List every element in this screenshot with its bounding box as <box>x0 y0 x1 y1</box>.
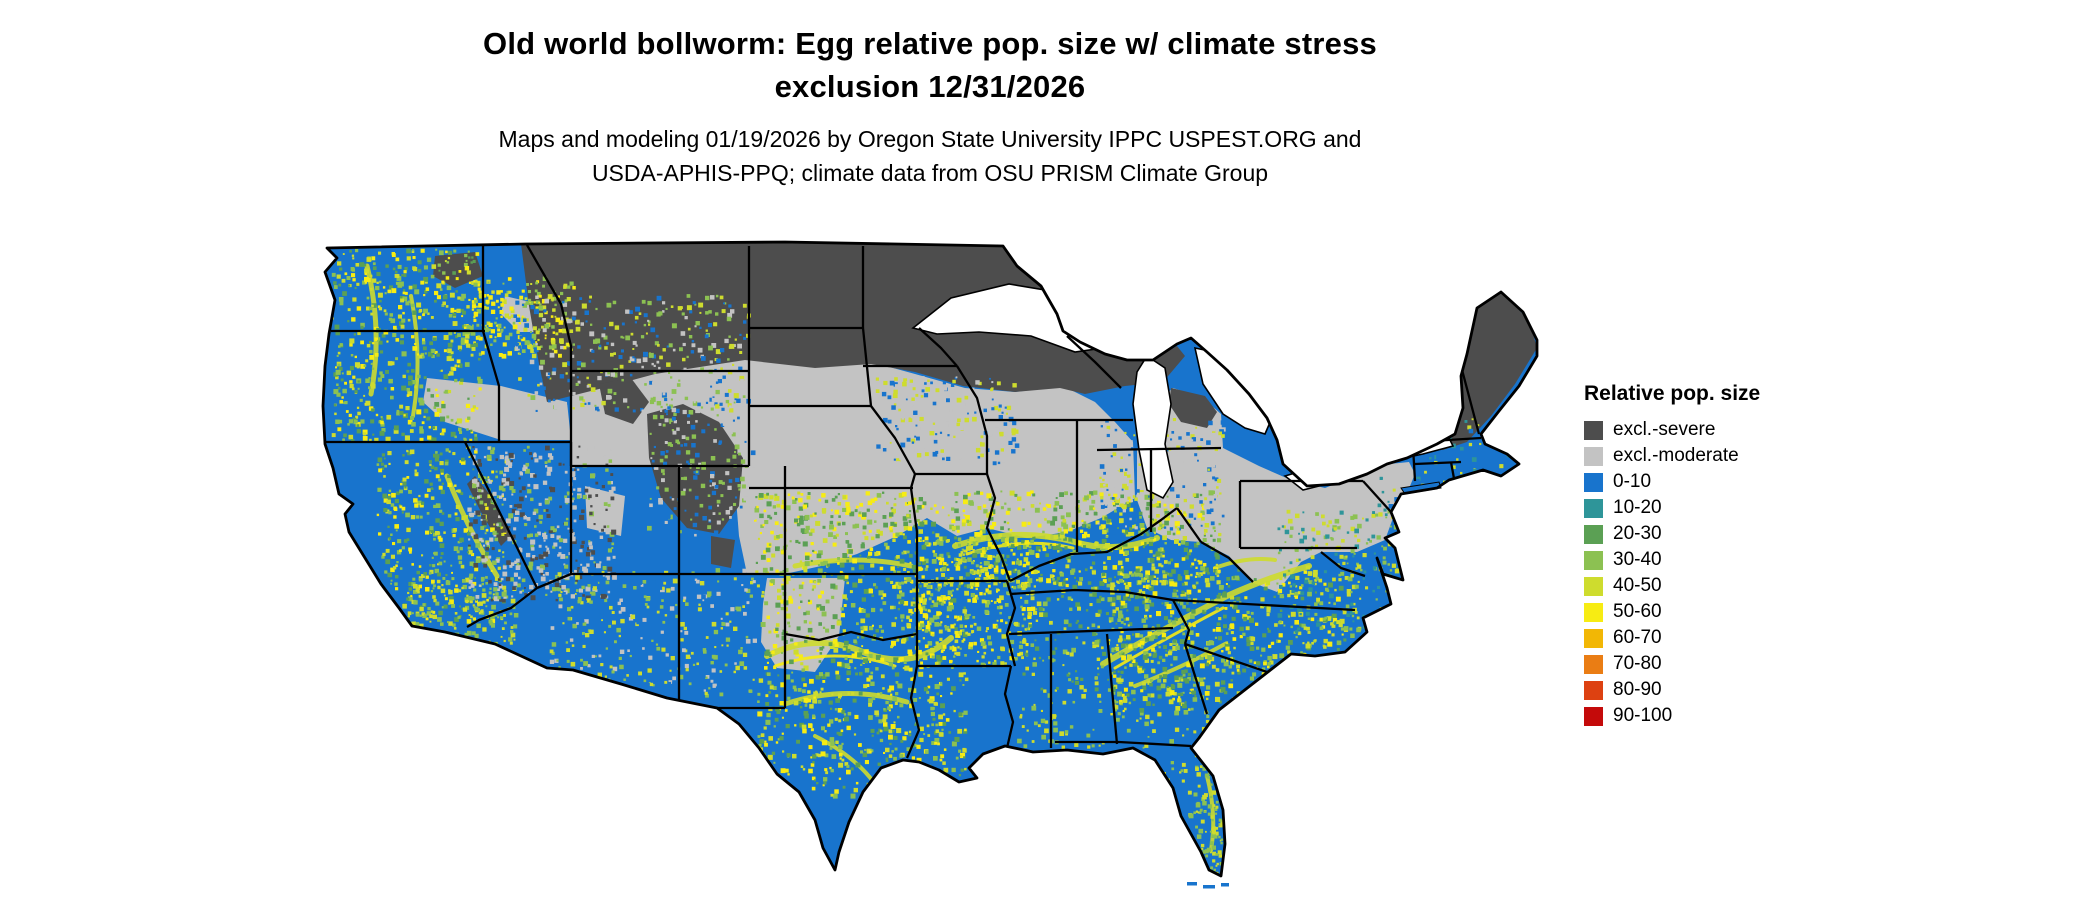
legend-item-label: 10-20 <box>1613 497 1662 518</box>
legend-swatch <box>1584 472 1603 492</box>
legend-item: 60-70 <box>1584 625 1844 651</box>
legend-item: 30-40 <box>1584 547 1844 573</box>
legend: Relative pop. size excl.-severe excl.-mod… <box>1584 382 1844 729</box>
legend-item: excl.-severe <box>1584 417 1844 443</box>
figure-header: Old world bollworm: Egg relative pop. si… <box>0 22 1860 190</box>
legend-swatch <box>1584 498 1603 518</box>
legend-item-label: 90-100 <box>1613 705 1673 726</box>
legend-item: 80-90 <box>1584 677 1844 703</box>
legend-swatch <box>1584 576 1603 596</box>
us-map-svg <box>321 240 1539 889</box>
legend-swatch <box>1584 680 1603 700</box>
legend-item-label: 80-90 <box>1613 679 1662 700</box>
legend-item-label: 50-60 <box>1613 601 1662 622</box>
legend-item-label: 20-30 <box>1613 523 1662 544</box>
legend-swatch <box>1584 602 1603 622</box>
legend-item: excl.-moderate <box>1584 443 1844 469</box>
legend-swatch <box>1584 550 1603 570</box>
legend-item: 70-80 <box>1584 651 1844 677</box>
us-outline <box>321 240 1539 878</box>
title-line2: exclusion 12/31/2026 <box>774 69 1086 104</box>
legend-item-label: 40-50 <box>1613 575 1662 596</box>
legend-item-label: 60-70 <box>1613 627 1662 648</box>
legend-swatch <box>1584 654 1603 674</box>
legend-item-label: excl.-severe <box>1613 419 1716 440</box>
legend-title: Relative pop. size <box>1584 382 1761 405</box>
legend-rows: excl.-severe excl.-moderate 0-10 10-20 20-30… <box>1584 417 1844 729</box>
legend-item: 90-100 <box>1584 703 1844 729</box>
legend-item-label: excl.-moderate <box>1613 445 1739 466</box>
florida-keys-shape <box>1187 882 1197 886</box>
page-title: Old world bollworm: Egg relative pop. si… <box>0 22 1860 108</box>
legend-swatch <box>1584 446 1603 466</box>
legend-item-label: 30-40 <box>1613 549 1662 570</box>
florida-keys-shape <box>1221 883 1229 887</box>
legend-item: 50-60 <box>1584 599 1844 625</box>
legend-swatch <box>1584 524 1603 544</box>
legend-swatch <box>1584 706 1603 726</box>
legend-swatch <box>1584 628 1603 648</box>
legend-item-label: 70-80 <box>1613 653 1662 674</box>
florida-keys-shape <box>1203 885 1215 889</box>
legend-item: 10-20 <box>1584 495 1844 521</box>
legend-item: 20-30 <box>1584 521 1844 547</box>
legend-item: 40-50 <box>1584 573 1844 599</box>
title-line1: Old world bollworm: Egg relative pop. si… <box>483 26 1377 61</box>
map-raster-layer <box>323 242 1537 876</box>
legend-item-label: 0-10 <box>1613 471 1652 492</box>
legend-swatch <box>1584 420 1603 440</box>
figure-subtitle: Maps and modeling 01/19/2026 by Oregon S… <box>498 126 1362 186</box>
legend-item: 0-10 <box>1584 469 1844 495</box>
us-map <box>315 236 1540 892</box>
lake-shape <box>1132 354 1174 500</box>
